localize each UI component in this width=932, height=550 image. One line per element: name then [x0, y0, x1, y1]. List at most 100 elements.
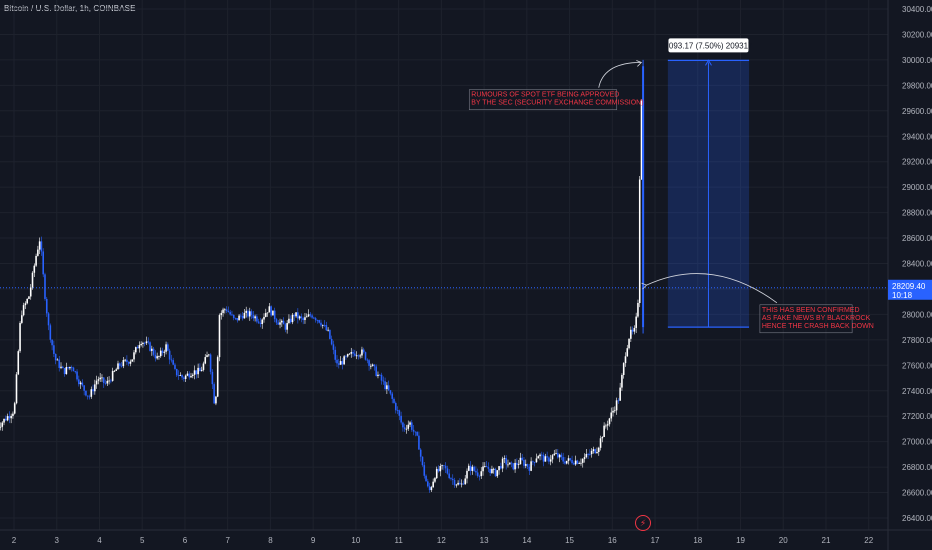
candle-body: [138, 345, 141, 349]
x-tick-label: 4: [97, 536, 102, 545]
candle-body: [346, 354, 349, 357]
lightning-icon[interactable]: ⚡: [635, 515, 651, 531]
measure-label-box: [668, 38, 749, 53]
candle-body: [129, 361, 132, 364]
candle-body: [626, 348, 629, 357]
candle-body: [60, 366, 62, 368]
candle-body: [640, 100, 643, 180]
candle-body: [272, 310, 274, 316]
candle-body: [414, 431, 417, 433]
candle-body: [329, 329, 331, 339]
spike-candle-body: [642, 66, 645, 328]
candle-body: [409, 422, 411, 425]
candle-body: [387, 385, 390, 391]
candle-body: [439, 466, 442, 472]
candle-body: [156, 356, 158, 359]
candle-body: [362, 349, 365, 353]
candle-body: [181, 375, 183, 378]
candle-body: [411, 422, 413, 430]
candle-body: [453, 479, 456, 486]
candle-body: [3, 418, 5, 423]
candle-body: [516, 462, 518, 465]
candle-body: [81, 382, 84, 386]
candle-body: [302, 318, 304, 321]
candle-body: [252, 315, 255, 319]
candle-body: [321, 324, 324, 326]
candle-body: [120, 365, 123, 367]
candle-body: [631, 329, 634, 332]
candle-body: [494, 468, 497, 477]
candle-body: [227, 310, 230, 313]
x-tick-label: 15: [565, 536, 574, 545]
candle-body: [19, 322, 21, 352]
candle-body: [332, 344, 335, 350]
last-price-countdown: 10:18: [892, 291, 913, 300]
annotation-arrow-head: [636, 60, 643, 67]
candle-body: [304, 317, 306, 321]
candle-body: [589, 454, 591, 455]
candle-body: [277, 322, 280, 325]
candle-body: [305, 316, 308, 318]
candle-body: [348, 353, 351, 355]
candle-body: [145, 341, 148, 344]
candle-body: [279, 322, 281, 325]
candle-body: [202, 363, 205, 370]
candle-body: [200, 369, 203, 372]
candle-body: [92, 389, 94, 392]
candle-body: [136, 347, 139, 349]
candle-body: [216, 357, 219, 397]
candle-body: [405, 428, 408, 430]
candle-body: [581, 459, 584, 463]
candle-body: [580, 462, 582, 464]
candle-body: [58, 359, 61, 368]
candle-body: [548, 457, 550, 462]
candle-body: [110, 380, 112, 382]
candle-body: [357, 355, 360, 357]
candle-body: [56, 359, 59, 361]
candle-body: [167, 344, 169, 351]
candle-body: [398, 410, 401, 416]
annotation-box: [468, 89, 618, 111]
candle-body: [343, 356, 345, 365]
candle-body: [51, 339, 53, 346]
candle-body: [576, 460, 579, 464]
candle-body: [127, 362, 130, 364]
candle-body: [284, 324, 287, 330]
candle-body: [263, 316, 265, 320]
candle-body: [339, 361, 342, 365]
candle-body: [557, 453, 559, 458]
candle-body: [467, 465, 470, 471]
candle-body: [26, 298, 28, 304]
candle-body: [288, 318, 290, 324]
candle-body: [195, 370, 198, 375]
candle-body: [318, 320, 321, 323]
candle-body: [273, 310, 276, 320]
candle-body: [149, 342, 151, 351]
candle-body: [610, 412, 613, 419]
candle-body: [177, 375, 180, 377]
candle-body: [79, 382, 82, 385]
candle-body: [158, 356, 160, 357]
candle-body: [191, 374, 194, 376]
y-tick-label: 27400.00: [902, 387, 932, 396]
candle-body: [254, 316, 256, 319]
candle-body: [537, 456, 540, 459]
candle-body: [291, 314, 294, 323]
candle-body: [264, 313, 267, 317]
candle-body: [448, 473, 450, 479]
last-price-tag-box: [888, 279, 932, 300]
candle-body: [412, 429, 415, 432]
candle-body: [622, 363, 625, 376]
candle-body: [521, 457, 524, 460]
candle-body: [354, 353, 356, 356]
candle-body: [236, 318, 239, 321]
y-tick-label: 26600.00: [902, 489, 932, 498]
candle-body: [297, 312, 299, 319]
candle-body: [241, 316, 244, 319]
candle-body: [35, 255, 37, 266]
x-tick-label: 5: [140, 536, 145, 545]
candle-body: [111, 371, 114, 381]
candle-body: [569, 458, 572, 461]
candle-body: [336, 359, 338, 364]
